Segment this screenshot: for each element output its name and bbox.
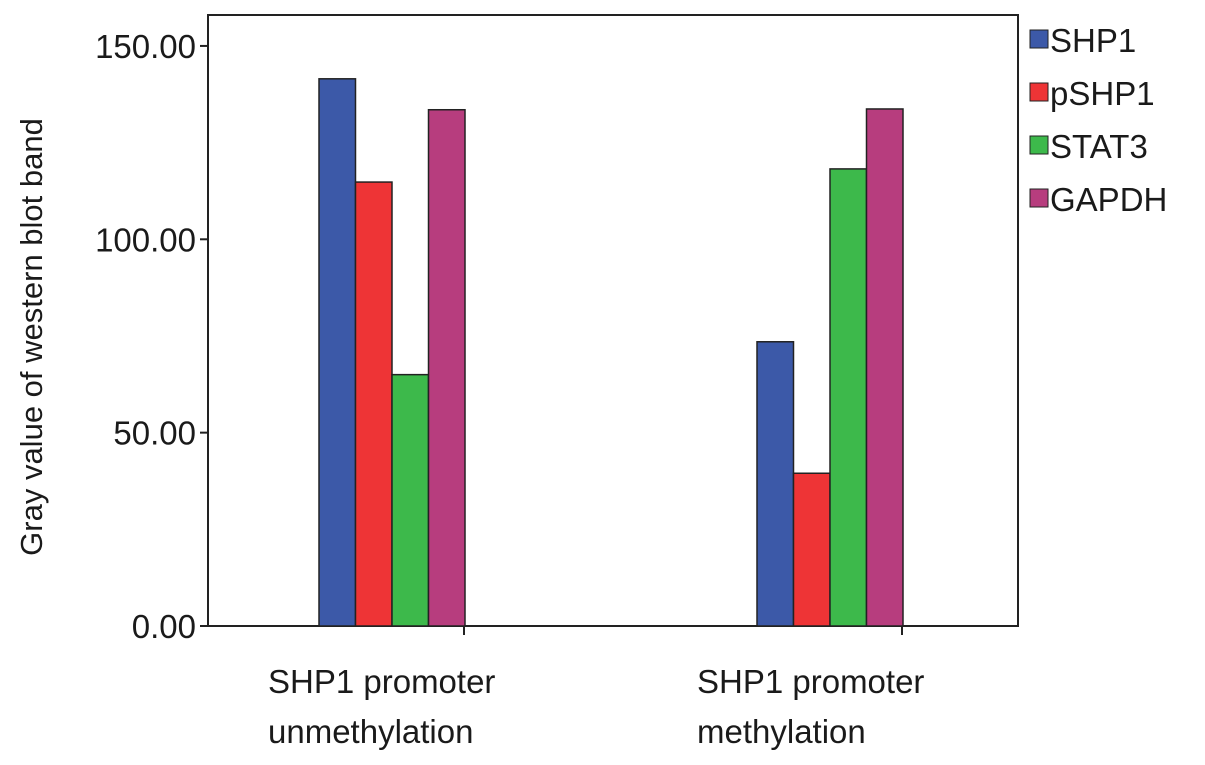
legend-label-gapdh: GAPDH bbox=[1050, 181, 1167, 218]
bar-shp1-unmethylation bbox=[318, 78, 357, 627]
y-tick-label: 50.00 bbox=[113, 415, 196, 452]
x-tick-label: SHP1 promoter bbox=[697, 663, 924, 700]
x-tick-label: methylation bbox=[697, 713, 866, 750]
y-tick-label: 0.00 bbox=[132, 608, 196, 645]
y-axis-label: Gray value of western blot band bbox=[14, 118, 49, 556]
x-tick-label: unmethylation bbox=[268, 713, 473, 750]
bar-pshp1-methylation bbox=[792, 472, 831, 627]
bar-gapdh-unmethylation bbox=[427, 108, 466, 627]
legend-label-pshp1: pSHP1 bbox=[1050, 75, 1155, 112]
bar-stat3-unmethylation bbox=[391, 373, 430, 627]
legend-swatch-stat3 bbox=[1029, 135, 1049, 155]
plot-frame bbox=[207, 14, 1019, 627]
bar-stat3-methylation bbox=[829, 168, 868, 627]
legend-label-stat3: STAT3 bbox=[1050, 128, 1148, 165]
y-tick-label: 100.00 bbox=[95, 221, 196, 258]
bar-shp1-methylation bbox=[756, 341, 795, 627]
legend-swatch-pshp1 bbox=[1029, 82, 1049, 102]
legend-swatch-gapdh bbox=[1029, 188, 1049, 208]
x-tick-label: SHP1 promoter bbox=[268, 663, 495, 700]
legend-label-shp1: SHP1 bbox=[1050, 22, 1136, 59]
bar-pshp1-unmethylation bbox=[354, 181, 393, 627]
bar-gapdh-methylation bbox=[865, 108, 904, 627]
legend-swatch-shp1 bbox=[1029, 29, 1049, 49]
y-tick-label: 150.00 bbox=[95, 28, 196, 65]
